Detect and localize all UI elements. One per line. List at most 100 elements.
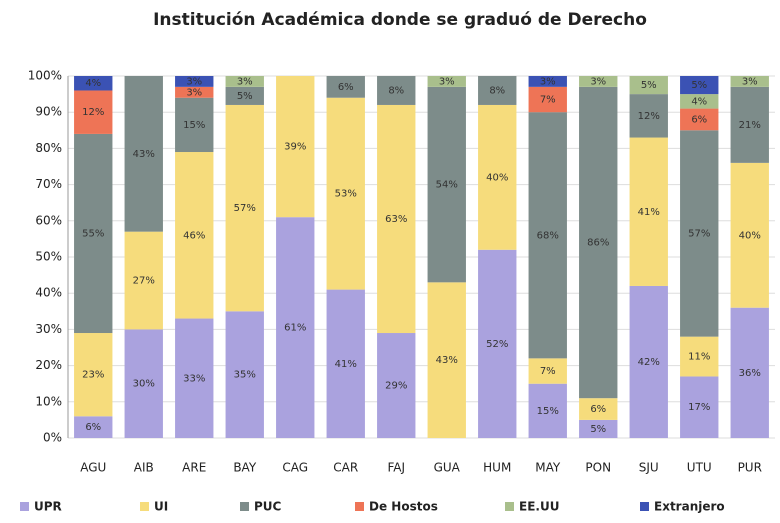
value-label: 41% — [335, 359, 357, 370]
value-label: 12% — [638, 111, 660, 122]
value-label: 63% — [385, 214, 407, 225]
bar-segment — [579, 76, 618, 87]
value-label: 61% — [284, 323, 306, 334]
bar-segment — [528, 76, 567, 87]
bar-segment — [225, 104, 264, 312]
value-label: 3% — [237, 76, 253, 87]
bar-segment — [478, 104, 517, 250]
value-label: 29% — [385, 381, 407, 392]
value-label: 86% — [587, 238, 609, 249]
legend-label: PUC — [254, 500, 282, 514]
legend-label: EE.UU — [519, 500, 559, 514]
bar-segment — [680, 130, 719, 337]
bar-segment — [528, 112, 567, 359]
value-label: 6% — [338, 82, 354, 93]
bar-segment — [74, 90, 113, 134]
value-label: 53% — [335, 189, 357, 200]
legend-label: Extranjero — [654, 500, 725, 514]
bar-segment — [427, 76, 466, 87]
x-tick-label: FAJ — [387, 461, 405, 475]
bar-segment — [478, 76, 517, 105]
x-tick-label: BAY — [233, 461, 257, 475]
bar-segment — [175, 97, 214, 153]
value-label: 54% — [436, 180, 458, 191]
value-label: 43% — [133, 149, 155, 160]
bar-segment — [326, 76, 365, 98]
bar-segment — [225, 311, 264, 438]
y-tick-label: 40% — [35, 286, 62, 300]
value-label: 6% — [85, 422, 101, 433]
y-tick-label: 50% — [35, 250, 62, 264]
value-label: 6% — [590, 404, 606, 415]
y-tick-label: 30% — [35, 322, 62, 336]
bar-segment — [175, 152, 214, 319]
y-tick-label: 10% — [35, 394, 62, 408]
legend-label: UPR — [34, 500, 62, 514]
value-label: 39% — [284, 142, 306, 153]
bar-segment — [629, 137, 668, 286]
bar-segment — [124, 329, 163, 438]
y-tick-label: 60% — [35, 213, 62, 227]
value-label: 21% — [739, 120, 761, 131]
value-label: 35% — [234, 370, 256, 381]
value-label: 40% — [739, 230, 761, 241]
x-tick-label: ARE — [182, 461, 206, 475]
x-tick-label: CAG — [282, 461, 308, 475]
bar-segment — [225, 86, 264, 105]
y-tick-label: 80% — [35, 141, 62, 155]
x-tick-label: SJU — [639, 461, 659, 475]
bar-segment — [629, 285, 668, 438]
value-label: 46% — [183, 230, 205, 241]
value-label: 3% — [590, 76, 606, 87]
legend-swatch — [505, 502, 514, 511]
value-label: 33% — [183, 373, 205, 384]
bar-segment — [175, 86, 214, 98]
legend-swatch — [20, 502, 29, 511]
bar-segment — [276, 76, 315, 218]
bar-segment — [74, 133, 113, 334]
chart-title: Institución Académica donde se graduó de… — [153, 10, 647, 30]
value-label: 4% — [691, 96, 707, 107]
value-label: 12% — [82, 107, 104, 118]
bar-segment — [427, 282, 466, 438]
y-tick-label: 0% — [43, 431, 62, 445]
value-label: 40% — [486, 172, 508, 183]
value-label: 36% — [739, 368, 761, 379]
bar-segment — [629, 76, 668, 95]
x-tick-label: CAR — [333, 461, 358, 475]
value-label: 3% — [186, 76, 202, 87]
x-tick-label: GUA — [434, 461, 461, 475]
bar-segment — [175, 318, 214, 438]
bar-segment — [427, 86, 466, 283]
y-tick-label: 70% — [35, 177, 62, 191]
value-label: 5% — [590, 424, 606, 435]
value-label: 15% — [183, 120, 205, 131]
x-tick-label: HUM — [483, 461, 511, 475]
bar-segment — [124, 231, 163, 330]
bar-segment — [680, 94, 719, 109]
bar-segment — [730, 307, 769, 438]
value-label: 3% — [439, 76, 455, 87]
value-label: 3% — [742, 76, 758, 87]
value-label: 5% — [691, 80, 707, 91]
value-label: 43% — [436, 355, 458, 366]
value-label: 68% — [537, 230, 559, 241]
value-label: 7% — [540, 366, 556, 377]
bar-segment — [377, 333, 416, 438]
y-tick-label: 100% — [28, 69, 62, 83]
bar-segment — [730, 76, 769, 87]
bar-segment — [528, 358, 567, 384]
legend-swatch — [140, 502, 149, 511]
bar-segment — [629, 94, 668, 138]
bar-segment — [680, 76, 719, 95]
legend-label: UI — [154, 500, 168, 514]
bar-segment — [579, 419, 618, 438]
bar-segment — [579, 398, 618, 420]
value-label: 52% — [486, 339, 508, 350]
value-label: 23% — [82, 370, 104, 381]
bar-segment — [730, 86, 769, 163]
bar-segment — [730, 162, 769, 308]
value-label: 41% — [638, 207, 660, 218]
value-label: 5% — [237, 91, 253, 102]
